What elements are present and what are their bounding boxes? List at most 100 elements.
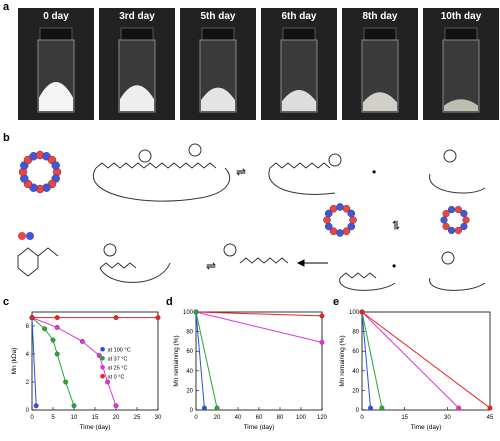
data-point [63,379,69,385]
vial-photo: 10th day [423,8,499,120]
panel-label-c: c [3,296,10,308]
y-tick-label: 100 [349,310,360,316]
data-point [50,337,56,343]
chart-c: 0 5 10 15 20 25 30 0 2 4 6 Time (day) Mn (kDa) at 100… [11,311,162,431]
chain-fragment-middle [268,153,342,195]
chain-end-intermediate [223,243,289,264]
data-point [214,405,220,411]
monomer-unit [460,209,468,218]
polymer-solid [39,81,73,111]
data-point [113,403,119,409]
dimer-product [18,232,34,240]
polymer-solid [282,89,316,111]
x-tick-label: 60 [256,415,263,421]
legend-entry: at 37 °C [108,356,128,362]
legend-marker [100,373,105,379]
x-tick-label: 20 [214,415,221,421]
monomer-unit [336,229,344,237]
data-point [42,326,48,332]
panel-label-d: d [166,296,173,308]
day-label: 0 day [43,11,69,22]
legend-marker [100,355,105,361]
series-line [195,311,323,317]
degradation-scheme: ⇌ • ⇌ ⇌ • [17,143,486,291]
series-line [361,311,383,409]
monomer-unit [349,216,357,224]
data-point [29,315,35,321]
x-tick-label: 80 [277,415,284,421]
panel-label-b: b [3,132,10,144]
x-tick-label: 0 [360,415,364,421]
monomer-unit [51,161,60,170]
panel-label-e: e [333,296,340,308]
y-tick-label: 80 [186,330,193,336]
monomer-unit [448,226,456,235]
data-point [319,339,325,345]
panel-label-a: a [3,1,10,13]
legend-marker [100,364,105,370]
photo-strip: 0 day 3rd day 5th day 6th day 8th day 10th da… [18,8,499,122]
data-point [79,338,85,344]
monomer-unit [462,216,470,224]
y-tick-label: 40 [186,369,193,375]
y-tick-label: 6 [26,324,30,330]
macrocycle-polymer [18,150,62,194]
monomer-unit [324,209,333,218]
x-axis-label: Time (day) [411,424,442,431]
series-line [195,311,218,409]
vial-photo: 6th day [261,8,337,120]
equilibrium-arrow-3: ⇌ [206,259,216,273]
day-label: 10th day [440,11,482,22]
polymer-solid [363,92,397,111]
y-tick-label: 2 [26,380,30,386]
data-point [105,379,111,385]
x-tick-label: 5 [51,415,55,421]
legend-entry: at 100 °C [108,347,131,353]
x-tick-label: 0 [194,415,198,421]
monomer-unit [454,226,462,235]
chain-fragment-right [429,149,486,194]
data-point [201,405,207,411]
x-tick-label: 15 [401,415,408,421]
data-point [487,405,493,411]
monomer-unit [342,204,351,213]
legend-entry: at 25 °C [108,365,128,371]
small-macrocycle-2 [440,205,470,235]
x-tick-label: 100 [296,415,307,421]
data-point [319,313,325,319]
chain-fragment-bottom [339,272,396,291]
data-point [368,405,373,411]
y-tick-label: 60 [352,349,359,355]
polymer-solid [444,99,478,111]
day-label: 6th day [281,11,317,22]
x-tick-label: 120 [317,415,328,421]
y-tick-label: 100 [183,310,194,316]
x-tick-label: 20 [113,415,120,421]
legend-entry: at 0 °C [108,374,125,380]
data-point [456,405,462,411]
day-label: 5th day [200,11,236,22]
y-tick-label: 60 [186,349,193,355]
reaction-arrow [296,259,328,267]
series-line [31,317,117,406]
series-line [195,311,323,343]
backbiting-intermediate [99,243,171,283]
vial-photo: 5th day [180,8,256,120]
monomer-unit [442,222,450,231]
cyclic-product [17,247,59,277]
plot-frame [31,311,159,411]
y-tick-label: 40 [352,369,359,375]
monomer-unit [347,222,356,231]
chart-e: 0 15 30 45 0 20 40 60 80 100 Time (day) Mn remainin… [339,309,494,431]
x-tick-label: 30 [155,415,162,421]
x-tick-label: 45 [487,415,494,421]
x-tick-label: 30 [444,415,451,421]
monomer-unit [448,205,456,214]
monomer-unit [336,203,344,211]
data-point [33,403,39,409]
data-point [54,315,60,321]
polymer-solid [120,85,154,111]
monomer-unit [329,204,338,213]
monomer-unit [329,227,338,236]
small-macrocycle-1 [323,203,357,237]
